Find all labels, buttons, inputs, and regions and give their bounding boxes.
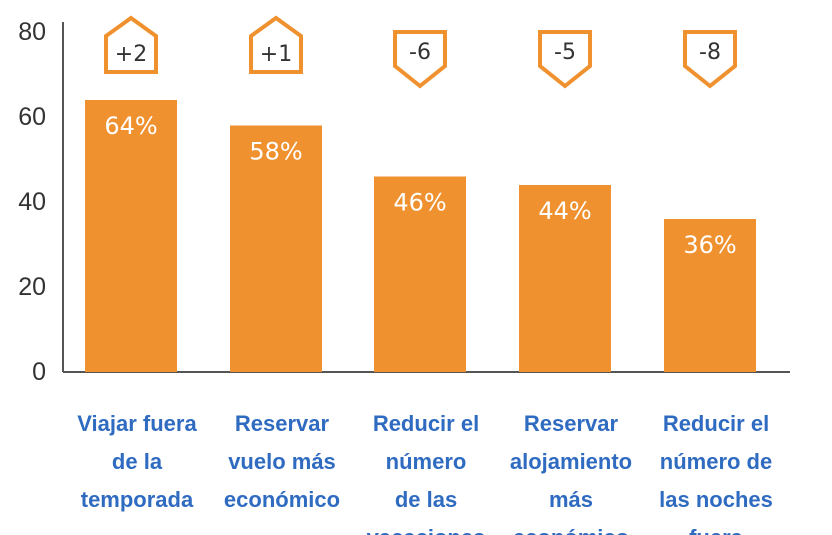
bar-value-label: 44% — [538, 197, 591, 225]
bar-value-label: 36% — [683, 231, 736, 259]
bar-value-label: 58% — [249, 138, 302, 166]
bar — [374, 176, 466, 372]
category-label: las noches — [659, 487, 773, 512]
category-label: vuelo más — [228, 449, 336, 474]
category-label: de la — [112, 449, 163, 474]
change-label: -8 — [699, 40, 721, 65]
bar — [230, 125, 322, 372]
category-label: económico — [224, 487, 340, 512]
y-tick-label: 80 — [18, 18, 46, 46]
category-label: temporada — [81, 487, 194, 512]
change-label: +2 — [115, 42, 147, 67]
decrease-badge — [393, 30, 447, 89]
bar-value-label: 46% — [393, 189, 446, 217]
increase-badge — [104, 15, 158, 74]
change-label: -6 — [409, 40, 431, 65]
bar — [519, 185, 611, 372]
change-label: -5 — [554, 40, 576, 65]
y-tick-label: 0 — [32, 358, 46, 386]
category-label: Reducir el — [373, 411, 479, 436]
category-label: Reservar — [524, 411, 619, 436]
category-label: económico — [513, 525, 629, 535]
category-label: Reducir el — [663, 411, 769, 436]
category-label: más — [549, 487, 593, 512]
change-label: +1 — [260, 42, 292, 67]
category-label: fuera — [689, 525, 744, 535]
decrease-badge — [538, 30, 592, 89]
category-label: Viajar fuera — [77, 411, 197, 436]
category-label: número de — [660, 449, 772, 474]
y-tick-label: 20 — [18, 273, 46, 301]
category-label: de las — [395, 487, 457, 512]
bar — [664, 219, 756, 372]
bar — [85, 100, 177, 372]
decrease-badge — [683, 30, 737, 89]
category-label: Reservar — [235, 411, 330, 436]
y-tick-label: 60 — [18, 103, 46, 131]
category-label: vacaciones — [367, 525, 486, 535]
increase-badge — [249, 15, 303, 74]
bar-value-label: 64% — [104, 112, 157, 140]
category-label: alojamiento — [510, 449, 632, 474]
y-tick-label: 40 — [18, 188, 46, 216]
category-label: número — [386, 449, 467, 474]
